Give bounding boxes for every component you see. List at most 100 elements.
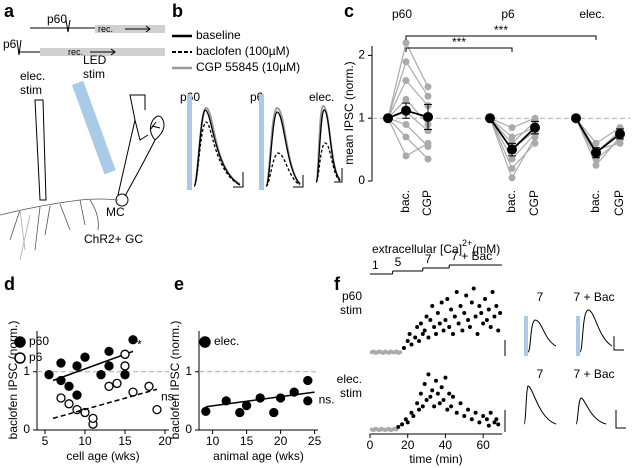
timeline-label: p60: [47, 12, 67, 26]
mean-point: [383, 113, 393, 124]
cell-point: [424, 92, 432, 100]
point: [420, 404, 425, 409]
trace: [315, 109, 341, 183]
point: [275, 393, 286, 403]
timeline-marker: [16, 39, 22, 56]
trace-label: elec.: [309, 90, 334, 104]
point: [443, 318, 448, 322]
point: [454, 410, 459, 415]
legend-label: baclofen (100µM): [196, 44, 290, 58]
ca-step-label: 5: [395, 255, 402, 269]
point: [88, 413, 98, 424]
trace-label: 7 + Bac: [573, 290, 614, 304]
point: [417, 339, 422, 343]
point: [417, 407, 422, 412]
fit-line: [52, 350, 134, 382]
point: [477, 304, 482, 308]
legend-label: p6: [29, 350, 43, 364]
point: [445, 407, 450, 412]
point: [411, 414, 416, 418]
x-axis-label: cell age (wks): [66, 449, 139, 463]
cell-point: [508, 174, 516, 182]
elec-stim-label: elec.: [20, 69, 45, 83]
significance: ***: [494, 23, 508, 37]
cell-point: [531, 133, 539, 141]
group-label: elec.: [579, 7, 604, 21]
point: [426, 372, 431, 377]
point: [481, 414, 486, 418]
point: [477, 420, 482, 425]
timeline-marker: [65, 19, 71, 33]
point: [447, 391, 452, 396]
point: [428, 318, 433, 322]
cell-point: [402, 77, 410, 85]
point: [484, 417, 489, 422]
point: [449, 307, 454, 312]
y-axis-label: baclofen IPSC (norm.): [168, 321, 182, 440]
point: [483, 297, 488, 301]
timeline-label: p6: [3, 37, 17, 51]
diagram-a: p60 rec. p6 rec. elec. stim LED stim MC …: [0, 12, 165, 261]
scale-bar: [293, 175, 304, 188]
point: [490, 290, 495, 294]
point: [494, 304, 499, 308]
point: [498, 311, 503, 315]
point: [418, 321, 423, 326]
scale-bar: [233, 172, 244, 188]
point: [469, 417, 474, 422]
point: [435, 311, 440, 315]
point: [492, 314, 497, 319]
rec-label: rec.: [98, 24, 113, 34]
x-tick-label: 20: [274, 434, 288, 448]
x-tick-label: 25: [308, 434, 322, 448]
point: [104, 381, 114, 391]
point: [458, 401, 463, 406]
point: [420, 332, 425, 336]
point: [449, 404, 454, 409]
cell-point: [424, 139, 432, 147]
cell-point: [616, 139, 624, 147]
point: [424, 398, 429, 402]
y-tick-label: 1: [23, 364, 30, 378]
point: [466, 318, 471, 322]
y-tick-label: 0: [358, 173, 365, 187]
mc-label: MC: [106, 205, 125, 219]
traces-b: baseline baclofen (100µM) CGP 55845 (10µ…: [172, 28, 343, 190]
point: [481, 321, 486, 326]
point: [460, 328, 465, 333]
x-tick-label: 10: [206, 434, 220, 448]
cell-point: [508, 133, 516, 141]
title-part: extracellular [Ca]: [372, 242, 462, 256]
ca-step-label: 7: [425, 252, 432, 266]
ca-step-label: 1: [372, 258, 379, 272]
point: [415, 325, 420, 329]
x-tick-label: CGP: [527, 190, 541, 216]
x-tick-label: 20: [401, 438, 415, 452]
point: [473, 314, 478, 319]
point: [80, 352, 90, 362]
y-axis-label: mean IPSC (norm.): [342, 61, 356, 164]
gc-dendrites: [0, 198, 119, 251]
x-tick-label: 5: [42, 434, 49, 448]
point: [454, 290, 459, 294]
point: [413, 335, 418, 340]
point: [56, 358, 66, 368]
point: [437, 321, 442, 326]
ca-step-label: 7 + Bac: [451, 249, 492, 263]
point: [415, 401, 420, 406]
point: [128, 335, 138, 345]
point: [303, 375, 313, 386]
mean-point: [401, 105, 411, 116]
point: [467, 325, 472, 329]
point: [456, 321, 461, 326]
cell-point: [592, 161, 600, 169]
x-tick-label: bac.: [588, 190, 602, 213]
y-tick-label: 2: [358, 48, 365, 62]
scale-bar: [615, 410, 626, 429]
led-pulse: [259, 94, 264, 190]
point: [96, 370, 106, 380]
mean-point: [571, 113, 581, 124]
title-part: (mM): [472, 242, 500, 256]
point: [464, 293, 469, 298]
